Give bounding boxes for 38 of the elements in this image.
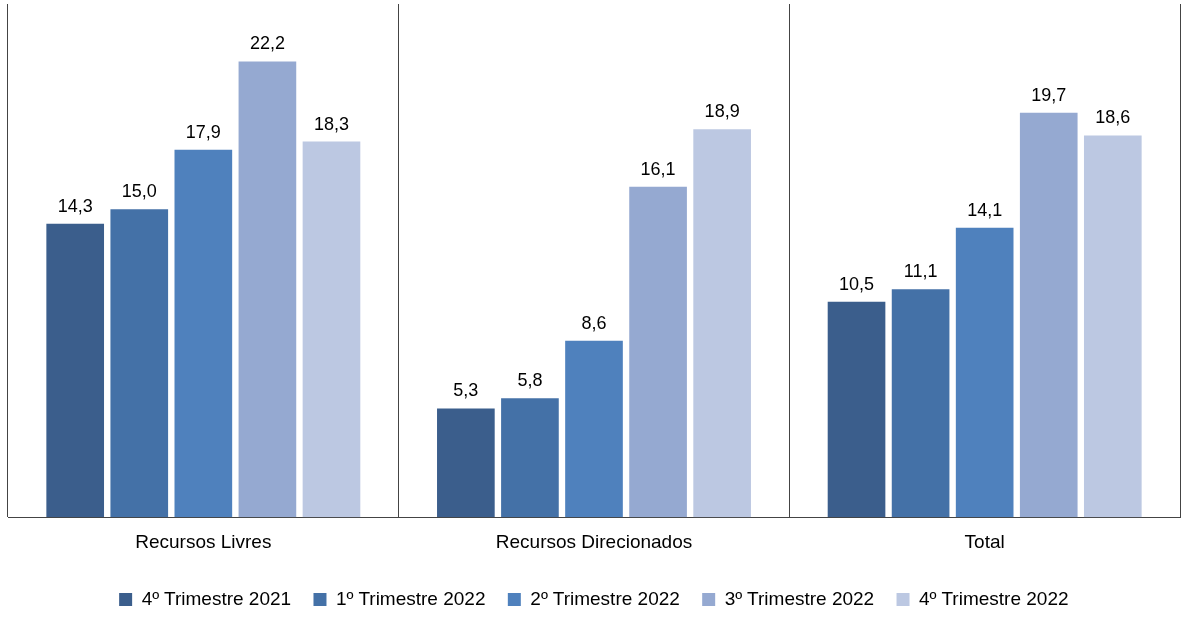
data-label: 18,9 bbox=[704, 101, 740, 122]
data-label: 18,6 bbox=[1095, 107, 1131, 128]
data-label: 18,3 bbox=[313, 113, 349, 134]
bar bbox=[501, 398, 559, 518]
x-tick-label: Recursos Livres bbox=[135, 530, 272, 552]
legend-label: 1º Trimestre 2022 bbox=[335, 587, 486, 609]
legend-label: 2º Trimestre 2022 bbox=[530, 587, 680, 609]
x-tick-label: Recursos Direcionados bbox=[495, 530, 693, 552]
bar bbox=[238, 61, 297, 518]
bar bbox=[302, 141, 361, 518]
data-label: 11,1 bbox=[903, 261, 938, 282]
bar bbox=[629, 186, 687, 518]
data-label: 10,5 bbox=[839, 273, 875, 294]
bar bbox=[565, 340, 623, 518]
data-label: 22,2 bbox=[249, 33, 285, 54]
bar bbox=[1019, 112, 1078, 518]
data-label: 5,8 bbox=[517, 370, 543, 391]
data-label: 15,0 bbox=[121, 181, 157, 202]
bar bbox=[955, 227, 1014, 518]
bar bbox=[46, 223, 105, 518]
data-label: 19,7 bbox=[1031, 84, 1067, 105]
x-tick-label: Total bbox=[964, 530, 1005, 552]
legend-label: 3º Trimestre 2022 bbox=[724, 587, 875, 609]
bar bbox=[110, 209, 169, 518]
bar bbox=[891, 289, 950, 518]
bar bbox=[437, 408, 495, 518]
data-label: 14,3 bbox=[57, 195, 93, 216]
legend-label: 4º Trimestre 2022 bbox=[919, 587, 1069, 609]
data-label: 17,9 bbox=[185, 121, 221, 142]
data-label: 5,3 bbox=[453, 380, 479, 401]
legend-label: 4º Trimestre 2021 bbox=[141, 587, 292, 609]
bar bbox=[827, 301, 886, 518]
bar bbox=[693, 129, 751, 518]
bar bbox=[174, 149, 233, 518]
data-label: 14,1 bbox=[967, 199, 1003, 220]
data-label: 8,6 bbox=[581, 312, 607, 333]
data-label: 16,1 bbox=[640, 158, 676, 179]
bar bbox=[1083, 135, 1142, 518]
